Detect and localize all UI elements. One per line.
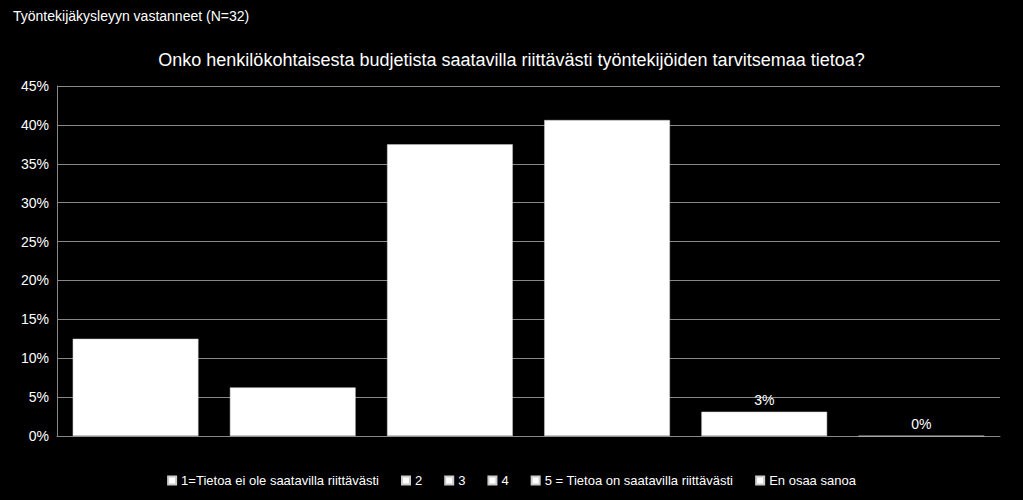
svg-text:15%: 15% — [21, 311, 49, 327]
svg-text:5 = Tietoa on saatavilla riitt: 5 = Tietoa on saatavilla riittävästi — [545, 473, 733, 488]
svg-text:Työntekijäkysleyyn vastanneet: Työntekijäkysleyyn vastanneet (N=32) — [13, 8, 249, 24]
svg-text:1=Tietoa ei ole saatavilla rii: 1=Tietoa ei ole saatavilla riittävästi — [181, 473, 379, 488]
svg-text:25%: 25% — [21, 234, 49, 250]
svg-text:10%: 10% — [21, 350, 49, 366]
svg-text:20%: 20% — [21, 272, 49, 288]
svg-text:0%: 0% — [29, 428, 49, 444]
svg-text:0%: 0% — [911, 416, 931, 432]
svg-text:30%: 30% — [21, 195, 49, 211]
svg-text:3: 3 — [458, 473, 465, 488]
svg-text:2: 2 — [415, 473, 422, 488]
svg-text:4: 4 — [501, 473, 508, 488]
svg-text:Onko henkilökohtaisesta budjet: Onko henkilökohtaisesta budjetista saata… — [158, 50, 864, 70]
svg-text:35%: 35% — [21, 156, 49, 172]
svg-text:45%: 45% — [21, 78, 49, 94]
svg-text:En osaa sanoa: En osaa sanoa — [769, 473, 857, 488]
svg-text:3%: 3% — [754, 392, 774, 408]
svg-text:5%: 5% — [29, 389, 49, 405]
svg-text:40%: 40% — [21, 117, 49, 133]
